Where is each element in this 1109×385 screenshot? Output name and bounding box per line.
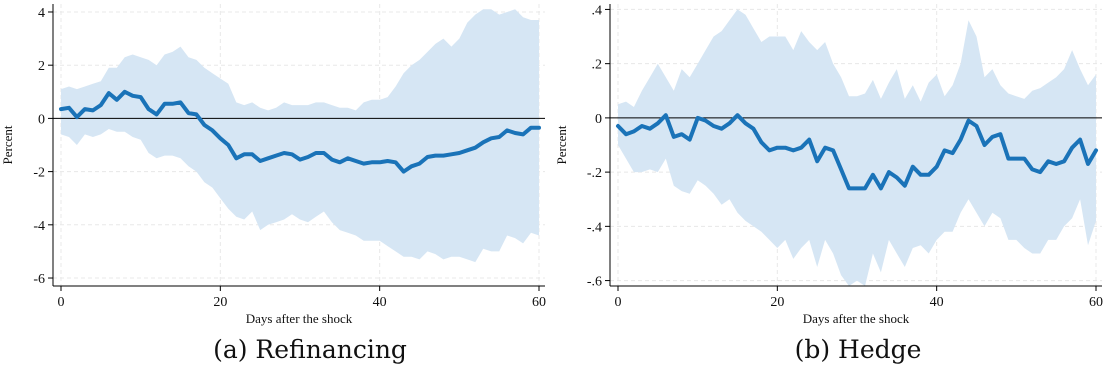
x-tick-label: 0 — [58, 295, 65, 310]
y-axis-title: Percent — [554, 125, 569, 164]
y-tick-label: -.6 — [587, 275, 602, 290]
series-line — [59, 89, 541, 174]
series-line — [616, 113, 1098, 191]
chart-hedge: -.6 -.4 -.2 0 .2 .4 0 20 40 60 Days after the shoc… — [554, 3, 1103, 326]
y-tick-label: 4 — [38, 6, 45, 21]
y-tick-label: -2 — [33, 166, 45, 181]
y-tick-label: 2 — [38, 59, 45, 74]
y-tick-label: .4 — [592, 3, 603, 18]
y-tick-label: -.4 — [587, 220, 602, 235]
x-tick-label: 60 — [532, 295, 546, 310]
x-tick-label: 20 — [213, 295, 227, 310]
y-tick-label: 0 — [38, 112, 45, 127]
caption-refinancing: (a) Refinancing — [213, 335, 407, 364]
x-tick-label: 40 — [930, 295, 944, 310]
y-tick-label: 0 — [595, 112, 602, 127]
x-tick-label: 20 — [770, 295, 784, 310]
confidence-band — [61, 9, 539, 263]
y-tick-label: -.2 — [587, 166, 602, 181]
confidence-band — [618, 9, 1096, 287]
caption-hedge: (b) Hedge — [794, 335, 922, 364]
x-tick-label: 60 — [1089, 295, 1103, 310]
x-tick-label: 40 — [373, 295, 387, 310]
x-tick-label: 0 — [615, 295, 622, 310]
y-tick-label: .2 — [592, 58, 603, 73]
x-axis-title: Days after the shock — [803, 311, 910, 326]
y-tick-label: -6 — [33, 272, 45, 287]
y-tick-label: -4 — [33, 219, 45, 234]
y-axis-title: Percent — [0, 125, 15, 164]
x-axis-title: Days after the shock — [246, 311, 353, 326]
